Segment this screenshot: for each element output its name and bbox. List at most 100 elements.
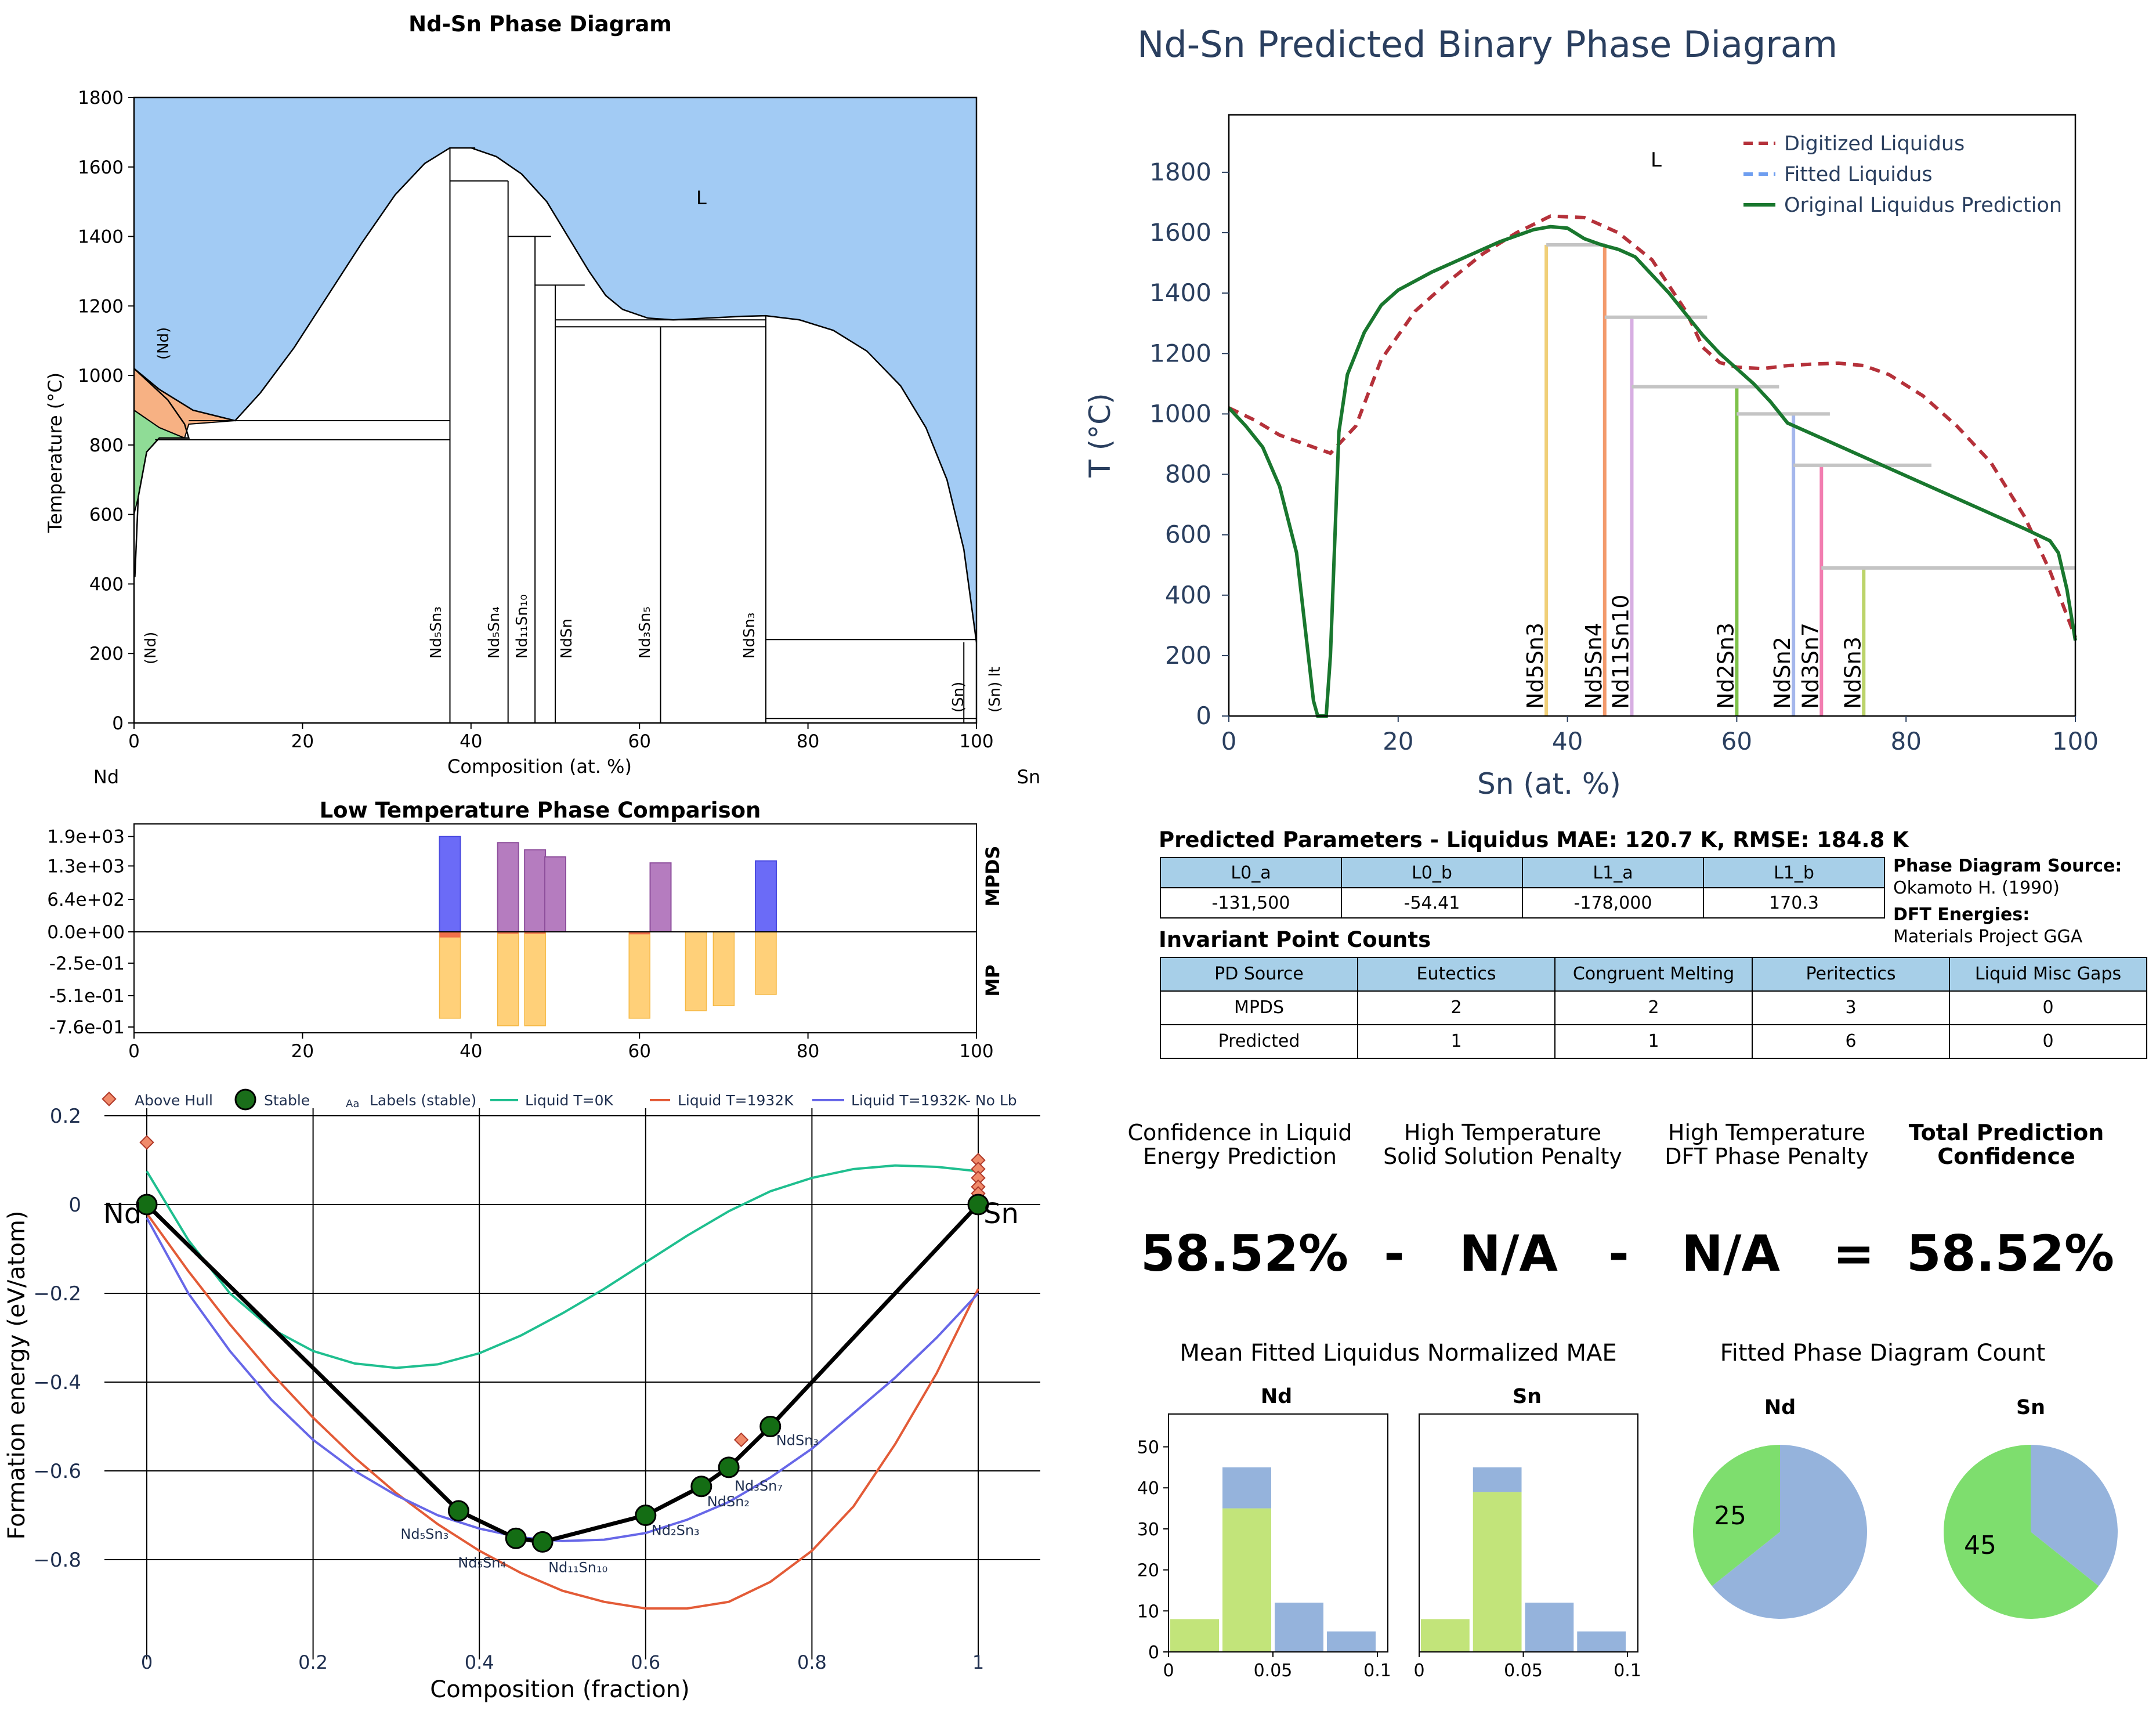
x-tick-label: 80 xyxy=(797,1041,819,1062)
invariant-cell-0-3 xyxy=(1752,990,1950,1025)
y-tick-label: -7.6e-01 xyxy=(49,1017,125,1038)
liquidus-curve xyxy=(133,147,978,643)
legend-fitted-liquidus: Fitted Liquidus xyxy=(1784,163,1933,186)
y-tick-label: -2.5e-01 xyxy=(49,953,125,974)
plot-frame xyxy=(133,96,978,724)
predicted-x-tick-label: 0 xyxy=(1221,727,1237,755)
hull-y-tick-label: −0.4 xyxy=(33,1371,81,1394)
params-value-3: 170.3 xyxy=(1769,893,1819,913)
mp-red-bar-3 xyxy=(629,932,650,935)
hist-x-tick-label: 0 xyxy=(1163,1661,1174,1681)
invariant-value-0-4: 0 xyxy=(2042,997,2053,1018)
x-tick-label: 80 xyxy=(797,731,819,752)
hull-x-tick-label: 0.8 xyxy=(797,1651,827,1673)
phase-label-nd5sn4: Nd₅Sn₄ xyxy=(486,606,503,659)
y-tick-label: 1400 xyxy=(78,227,124,248)
phase-label-nd5sn3: Nd₅Sn₃ xyxy=(428,606,445,659)
mp-bar-5 xyxy=(712,931,735,1007)
x-tick-label: 20 xyxy=(291,731,314,752)
hist-bar-green-1-0 xyxy=(1421,1619,1470,1652)
y-tick-label: -5.1e-01 xyxy=(49,986,125,1007)
mp-bar-6 xyxy=(755,931,777,995)
comparison-frame xyxy=(133,823,977,1033)
invariant-cell-1-1 xyxy=(1357,1024,1555,1059)
params-header-cell-2 xyxy=(1522,857,1704,888)
invariant-value-0-0: MPDS xyxy=(1234,997,1284,1018)
end-label-nd: Nd xyxy=(103,1198,142,1230)
stable-point-5 xyxy=(690,1476,712,1498)
confidence-summary: Confidence in Liquid Energy Prediction H… xyxy=(1127,1120,2114,1283)
mp-bar-2 xyxy=(524,931,546,1026)
conf-head-2b: Solid Solution Penalty xyxy=(1383,1144,1622,1169)
y-tick-label: 1.9e+03 xyxy=(47,827,125,848)
mp-red-bar-1 xyxy=(497,932,519,934)
region-label-nd-high: (Nd) xyxy=(155,327,172,360)
invariant-cell-0-4 xyxy=(1949,990,2147,1025)
predicted-phase-label-5: Nd3Sn7 xyxy=(1797,623,1823,709)
mpds-bar-4 xyxy=(649,862,672,933)
hist-x-tick-label: 0.1 xyxy=(1363,1661,1391,1681)
legend-marker-labels: Aa xyxy=(346,1098,359,1110)
pie-title-nd: Nd xyxy=(1764,1396,1796,1419)
conf-head-1a: Confidence in Liquid xyxy=(1127,1120,1352,1145)
x-tick-label: 100 xyxy=(959,1041,993,1062)
params-header-1: L0_b xyxy=(1412,863,1452,883)
hist-bar-blue-1-3 xyxy=(1577,1631,1626,1652)
params-header-2: L1_a xyxy=(1593,863,1633,883)
hist-bar-blue-0-3 xyxy=(1327,1631,1376,1652)
predicted-y-tick-label: 0 xyxy=(1196,701,1211,730)
hull-y-tick-label: −0.2 xyxy=(33,1282,81,1306)
dft-source-label: DFT Energies: xyxy=(1893,905,2030,925)
params-value-cell-1 xyxy=(1341,887,1523,919)
y-tick-label: 0 xyxy=(112,713,124,734)
hull-y-tick-label: −0.8 xyxy=(33,1549,81,1572)
x-axis-label: Composition (at. %) xyxy=(447,755,632,778)
right-element-label: Sn xyxy=(1017,766,1041,788)
conf-head-1b: Energy Prediction xyxy=(1143,1144,1337,1169)
invariant-header-cell-0 xyxy=(1160,957,1358,992)
predicted-x-tick-label: 60 xyxy=(1721,727,1752,755)
digitized-liquidus-line xyxy=(1228,214,2077,638)
mp-bar-4 xyxy=(685,931,707,1011)
stable-point-3 xyxy=(531,1531,554,1553)
y-tick-label: 800 xyxy=(89,435,124,456)
pd-source-value: Okamoto H. (1990) xyxy=(1893,878,2060,898)
hull-x-tick-label: 0.6 xyxy=(631,1651,660,1673)
params-header-0: L0_a xyxy=(1231,863,1271,883)
phase-label-sn-lt: (Sn) lt xyxy=(986,667,1004,713)
predicted-y-tick-label: 1400 xyxy=(1149,279,1211,307)
hist-bar-blue-1-1 xyxy=(1473,1467,1522,1492)
predicted-y-tick-label: 1600 xyxy=(1149,218,1211,247)
predicted-x-axis-label: Sn (at. %) xyxy=(1477,767,1621,801)
hist-y-tick-label: 20 xyxy=(1137,1561,1159,1581)
y-axis-label: Temperature (°C) xyxy=(44,373,66,533)
dft-source-value: Materials Project GGA xyxy=(1893,927,2083,947)
mp-bar-3 xyxy=(628,931,650,1019)
params-value-0: -131,500 xyxy=(1212,893,1290,913)
end-label-sn: Sn xyxy=(983,1198,1019,1230)
hull-x-tick-label: 0 xyxy=(141,1651,153,1673)
predicted-phase-label-0: Nd5Sn3 xyxy=(1522,623,1548,709)
stable-point-2 xyxy=(505,1527,527,1549)
stable-phase-label-3: Nd₂Sn₃ xyxy=(652,1523,700,1539)
pie-label-nd: 25 xyxy=(1714,1501,1746,1531)
conf-value-ss-penalty: N/A xyxy=(1459,1225,1558,1283)
hist-bar-blue-1-2 xyxy=(1525,1603,1574,1652)
mp-bar-0 xyxy=(439,931,461,1019)
x-tick-label: 20 xyxy=(291,1041,314,1062)
y-tick-label: 1800 xyxy=(78,88,124,109)
pie-slice-green-0 xyxy=(1693,1445,1780,1586)
stable-point-1 xyxy=(447,1500,469,1522)
invariant-cell-1-4 xyxy=(1949,1024,2147,1059)
mae-panel-title-sn: Sn xyxy=(1513,1385,1542,1408)
hull-legend: Above Hull Stable Aa Labels (stable) Liq… xyxy=(102,1089,1017,1111)
stable-point-6 xyxy=(718,1456,740,1478)
y-tick-label: 600 xyxy=(89,505,124,526)
invariant-header-2: Congruent Melting xyxy=(1573,964,1734,984)
stable-point-0 xyxy=(136,1194,158,1216)
predicted-y-tick-label: 1200 xyxy=(1149,339,1211,367)
invariant-header-1: Eutectics xyxy=(1417,964,1496,984)
invariant-cell-1-2 xyxy=(1554,1024,1753,1059)
pie-title-sn: Sn xyxy=(2016,1396,2045,1419)
